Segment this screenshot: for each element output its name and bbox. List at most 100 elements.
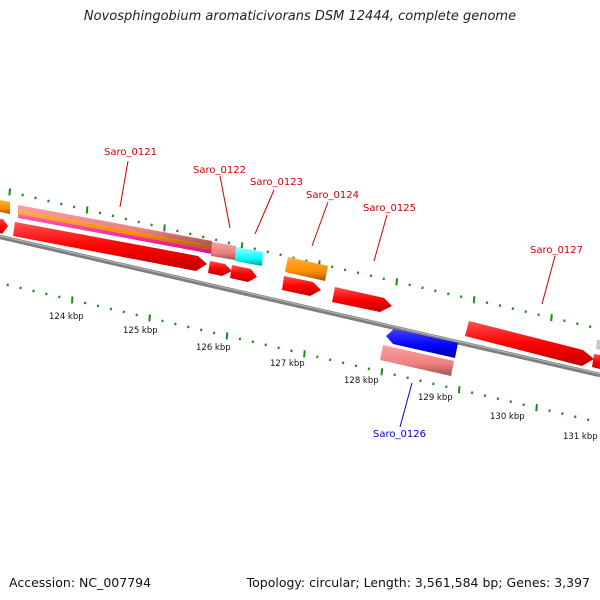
tick-minor bbox=[408, 283, 411, 287]
genome-backbone bbox=[0, 234, 600, 378]
scale-label: 125 kbp bbox=[123, 326, 158, 336]
tick-major bbox=[303, 350, 306, 358]
tick-minor bbox=[563, 319, 566, 323]
tick-minor bbox=[341, 361, 345, 365]
scale-labels: 124 kbp 125 kbp 126 kbp 127 kbp 128 kbp 129 k… bbox=[49, 312, 598, 442]
cds-saro-0125[interactable] bbox=[332, 287, 392, 312]
scale-label: 126 kbp bbox=[196, 343, 231, 353]
scale-label: 129 kbp bbox=[418, 393, 453, 403]
scale-label: 127 kbp bbox=[270, 359, 305, 369]
feature-orange-band bbox=[18, 210, 212, 250]
tick-minor bbox=[343, 268, 347, 272]
tick-minor bbox=[548, 409, 551, 413]
tick-major bbox=[70, 296, 74, 304]
tick-minor bbox=[328, 358, 332, 362]
tick-minor bbox=[588, 325, 592, 329]
tick-minor bbox=[367, 367, 371, 371]
tick-major bbox=[535, 404, 538, 412]
tick-minor bbox=[537, 313, 540, 317]
gene-label-saro-0124[interactable]: Saro_0124 bbox=[306, 190, 359, 201]
tick-minor bbox=[253, 247, 257, 251]
tick-minor bbox=[330, 265, 334, 269]
tick-minor bbox=[176, 229, 179, 233]
accession-text: Accession: NC_007794 bbox=[9, 575, 152, 590]
tick-minor bbox=[6, 283, 9, 287]
tick-major bbox=[395, 278, 398, 286]
cds-saro-0123[interactable] bbox=[230, 265, 257, 282]
feature-saro-0122-salmon[interactable] bbox=[211, 242, 236, 260]
tick-major bbox=[8, 188, 11, 196]
map-title: Novosphingobium aromaticivorans DSM 1244… bbox=[83, 9, 517, 24]
cds-right-edge[interactable] bbox=[592, 354, 600, 369]
gene-label-saro-0122[interactable]: Saro_0122 bbox=[193, 165, 246, 176]
cds-saro-0122[interactable] bbox=[208, 261, 232, 276]
gene-labels: Saro_0121 Saro_0122 Saro_0123 Saro_0124 … bbox=[104, 147, 583, 440]
feature-saro-0124-orange[interactable] bbox=[285, 257, 328, 281]
scale-label: 124 kbp bbox=[49, 312, 84, 322]
tick-minor bbox=[212, 331, 216, 335]
feature-saro-0123-cyan[interactable] bbox=[235, 247, 263, 266]
cds-arrow-left-edge[interactable] bbox=[0, 219, 8, 234]
feature-saro-0126-salmon[interactable] bbox=[380, 345, 454, 376]
tick-minor bbox=[96, 304, 100, 308]
cds-saro-0121[interactable] bbox=[13, 222, 207, 271]
tick-minor bbox=[60, 202, 63, 206]
cds-saro-0124[interactable] bbox=[282, 276, 321, 296]
tick-minor bbox=[34, 196, 37, 200]
leader-saro-0124 bbox=[311, 201, 329, 247]
gene-label-saro-0121[interactable]: Saro_0121 bbox=[104, 147, 157, 158]
tick-marks bbox=[6, 188, 592, 422]
tick-minor bbox=[189, 232, 192, 236]
leader-saro-0123 bbox=[254, 189, 275, 235]
leader-saro-0121 bbox=[119, 160, 129, 208]
tick-minor bbox=[32, 289, 35, 293]
feature-orange-left[interactable] bbox=[0, 200, 10, 214]
tick-minor bbox=[137, 220, 140, 224]
gene-label-saro-0127[interactable]: Saro_0127 bbox=[530, 245, 583, 256]
gene-label-saro-0126[interactable]: Saro_0126 bbox=[373, 429, 426, 440]
tick-minor bbox=[421, 286, 424, 290]
feature-magenta-band bbox=[18, 214, 212, 254]
tick-minor bbox=[522, 403, 525, 407]
scale-label: 128 kbp bbox=[344, 376, 379, 386]
tick-minor bbox=[98, 211, 102, 215]
tick-minor bbox=[524, 310, 527, 314]
leader-saro-0126 bbox=[399, 382, 413, 428]
tick-major bbox=[550, 314, 553, 322]
tick-minor bbox=[214, 238, 218, 242]
tick-major bbox=[457, 386, 461, 394]
tick-major bbox=[163, 224, 166, 232]
tick-minor bbox=[406, 376, 409, 380]
tick-minor bbox=[150, 223, 153, 227]
tick-minor bbox=[459, 295, 463, 299]
tick-minor bbox=[290, 349, 293, 353]
genome-summary-text: Topology: circular; Length: 3,561,584 bp… bbox=[246, 575, 590, 590]
tick-minor bbox=[238, 337, 242, 341]
tick-major bbox=[148, 314, 151, 322]
scale-label: 130 kbp bbox=[490, 412, 525, 422]
tick-minor bbox=[511, 307, 515, 311]
gene-label-saro-0125[interactable]: Saro_0125 bbox=[363, 203, 416, 214]
tick-minor bbox=[264, 343, 267, 347]
feature-saro-0121-stack[interactable] bbox=[18, 205, 212, 254]
tick-minor bbox=[135, 313, 138, 317]
tick-minor bbox=[174, 322, 177, 326]
tick-minor bbox=[434, 289, 437, 293]
tick-minor bbox=[382, 277, 386, 281]
tick-minor bbox=[47, 199, 50, 203]
tick-minor bbox=[509, 400, 513, 404]
leader-saro-0127 bbox=[541, 255, 556, 305]
tick-minor bbox=[470, 391, 474, 395]
tick-minor bbox=[19, 286, 22, 290]
tick-major bbox=[380, 368, 384, 376]
tick-minor bbox=[432, 382, 435, 386]
gene-label-saro-0123[interactable]: Saro_0123 bbox=[250, 177, 303, 188]
scale-label: 131 kbp bbox=[563, 432, 598, 442]
label-leader-lines bbox=[119, 160, 556, 428]
tick-minor bbox=[447, 292, 450, 296]
cds-saro-0127[interactable] bbox=[465, 321, 594, 366]
tick-minor bbox=[45, 292, 48, 296]
feature-salmon-band bbox=[18, 205, 212, 246]
feature-saro-0126-blue[interactable] bbox=[386, 329, 458, 358]
tick-minor bbox=[586, 418, 590, 422]
